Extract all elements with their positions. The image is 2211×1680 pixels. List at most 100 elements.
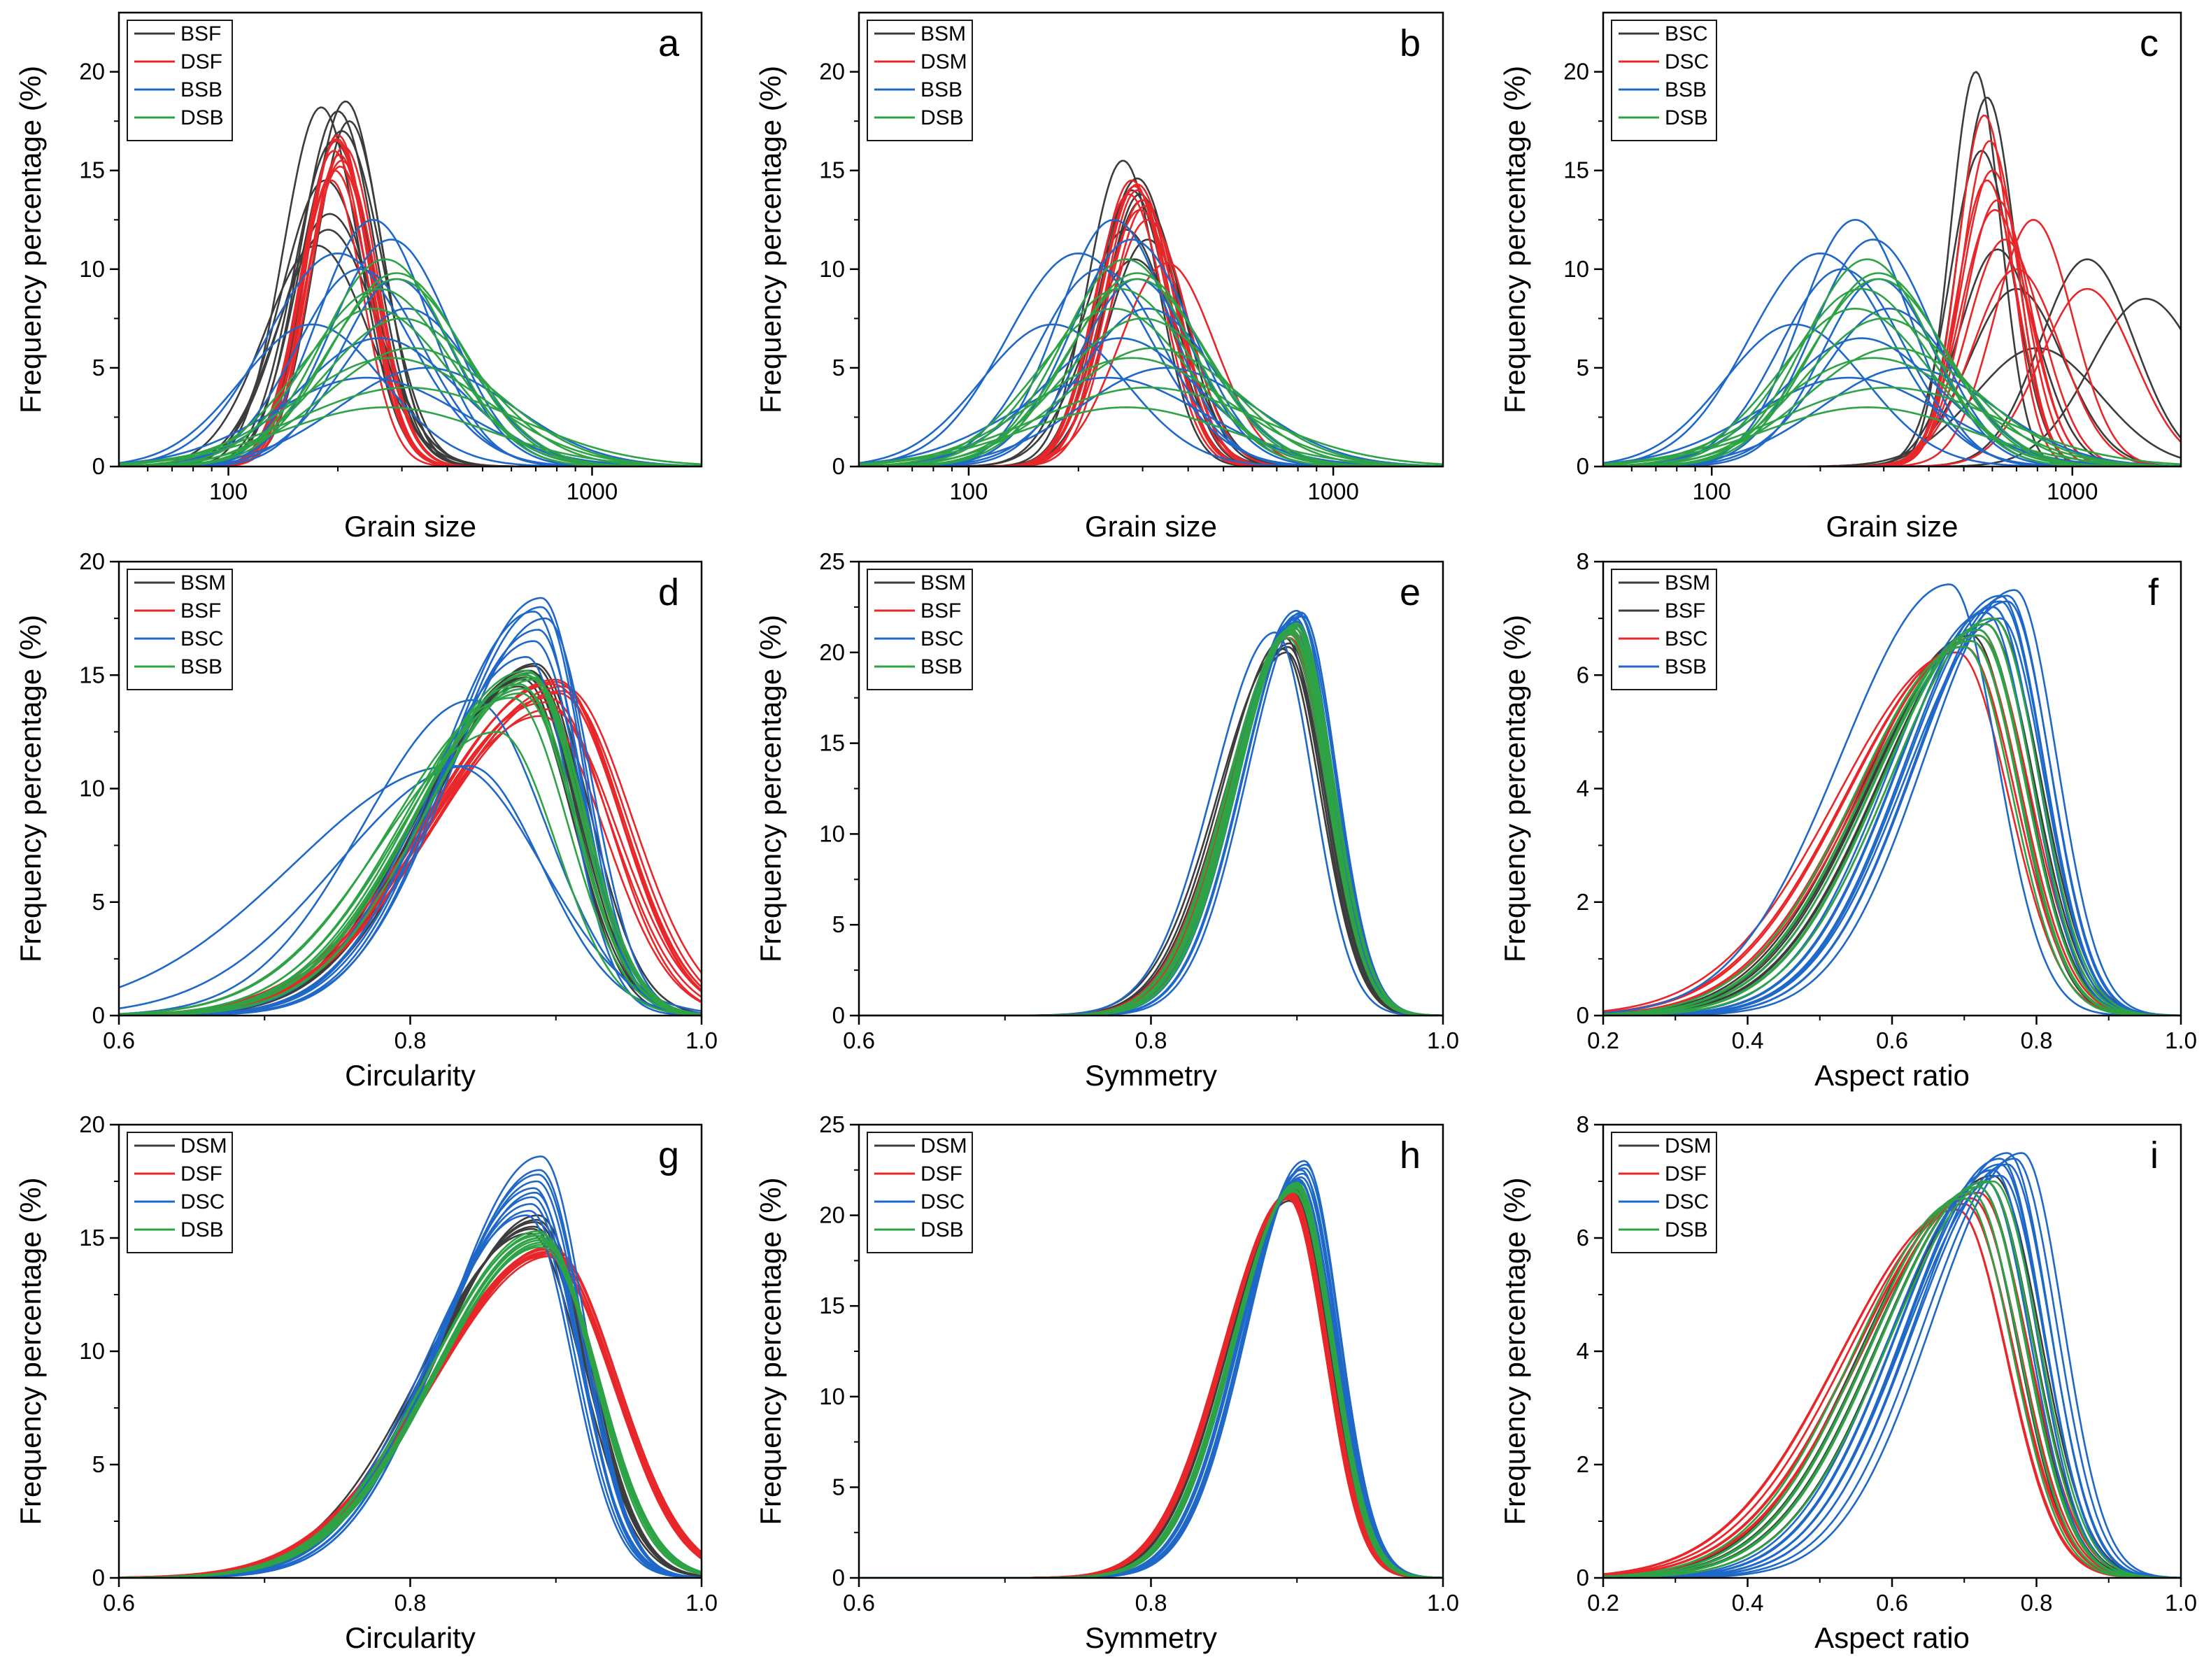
panel-d: 0 5 10 15 20 0.6 0.8 1.0 Circularity Frequency pe… bbox=[14, 548, 718, 1092]
panel-label-a: a bbox=[658, 22, 680, 64]
curve-a-bsb-4 bbox=[119, 323, 702, 467]
ytick-label-h-4: 20 bbox=[819, 1202, 845, 1228]
xlabel-c: Grain size bbox=[1826, 510, 1958, 543]
legend-label-h-dsc: DSC bbox=[920, 1190, 965, 1213]
ytick-label-h-3: 15 bbox=[819, 1293, 845, 1318]
curve-b-dsm-6 bbox=[859, 193, 1443, 467]
curves-a bbox=[119, 100, 702, 467]
legend-f: BSM BSF BSC BSB bbox=[1611, 569, 1717, 690]
legend-box-c bbox=[1611, 20, 1717, 141]
panel-label-d: d bbox=[658, 571, 679, 613]
ytick-label-h-0: 0 bbox=[832, 1565, 845, 1590]
curve-a-bsb-6 bbox=[119, 337, 702, 467]
legend-label-b-dsm: DSM bbox=[920, 50, 967, 73]
curve-h-dsf-3 bbox=[859, 1198, 1443, 1578]
curve-e-bsm-5 bbox=[859, 636, 1443, 1016]
xtick-label-i-2: 0.6 bbox=[1876, 1590, 1908, 1616]
legend-h: DSM DSF DSC DSB bbox=[867, 1132, 973, 1253]
curve-a-dsb-1 bbox=[119, 258, 702, 467]
legend-label-i-dsf: DSF bbox=[1665, 1162, 1707, 1186]
xtick-label-h-1: 0.8 bbox=[1135, 1590, 1167, 1616]
xtick-label-f-2: 0.6 bbox=[1876, 1027, 1908, 1053]
legend-box-b bbox=[867, 20, 973, 141]
legend-label-i-dsm: DSM bbox=[1665, 1134, 1712, 1158]
ytick-label-c-2: 10 bbox=[1563, 256, 1589, 282]
curve-a-dsb-6 bbox=[119, 357, 702, 467]
panel-f: 0 2 4 6 8 0.2 0.4 0.6 0.8 1.0 Aspect ratio Frequenc… bbox=[1498, 548, 2197, 1092]
curve-b-bsb-10 bbox=[859, 376, 1443, 467]
curve-c-bsb-1 bbox=[1603, 219, 2181, 467]
curve-a-dsb-9 bbox=[119, 278, 702, 467]
ytick-label-g-0: 0 bbox=[92, 1565, 105, 1590]
legend-i: DSM DSF DSC DSB bbox=[1611, 1132, 1717, 1253]
xtick-label-i-4: 1.0 bbox=[2165, 1590, 2197, 1616]
curve-i-dsb-7 bbox=[1603, 1180, 2181, 1578]
legend-label-d-bsb: BSB bbox=[180, 655, 222, 678]
panel-label-h: h bbox=[1400, 1134, 1421, 1176]
xtick-label-i-1: 0.4 bbox=[1732, 1590, 1764, 1616]
xtick-label-e-0: 0.6 bbox=[843, 1027, 875, 1053]
curve-h-dsf-9 bbox=[859, 1198, 1443, 1578]
panel-g: 0 5 10 15 20 0.6 0.8 1.0 Circularity Frequency pe… bbox=[14, 1111, 718, 1654]
curve-d-bsb-6 bbox=[119, 697, 702, 1016]
legend-label-c-dsb: DSB bbox=[1665, 106, 1708, 129]
xtick-label-i-0: 0.2 bbox=[1587, 1590, 1619, 1616]
curve-c-bsb-9 bbox=[1603, 278, 2181, 467]
curve-c-dsb-10 bbox=[1603, 386, 2181, 465]
legend-label-c-bsb: BSB bbox=[1665, 78, 1707, 101]
xtick-label-a-1: 1000 bbox=[567, 478, 618, 504]
curve-a-bsf-8 bbox=[119, 110, 702, 467]
plot-frame-c bbox=[1602, 11, 2182, 468]
curve-c-dsb-6 bbox=[1603, 357, 2181, 467]
legend-label-b-bsb: BSB bbox=[920, 78, 962, 101]
ytick-label-e-4: 20 bbox=[819, 639, 845, 665]
ytick-label-i-4: 8 bbox=[1577, 1111, 1589, 1137]
legend-label-h-dsm: DSM bbox=[920, 1134, 967, 1158]
legend-label-g-dsm: DSM bbox=[180, 1134, 227, 1158]
ylabel-c: Frequency percentage (%) bbox=[1498, 66, 1531, 413]
curve-h-dsm-3 bbox=[859, 1200, 1443, 1578]
curves-g bbox=[119, 1155, 702, 1578]
ylabel-a: Frequency percentage (%) bbox=[14, 66, 47, 413]
ytick-label-f-0: 0 bbox=[1577, 1002, 1589, 1028]
ytick-label-b-4: 20 bbox=[819, 59, 845, 85]
xtick-label-a-0: 100 bbox=[209, 478, 248, 504]
ytick-label-d-4: 20 bbox=[79, 548, 105, 574]
ytick-label-b-0: 0 bbox=[832, 453, 845, 479]
ytick-label-d-1: 5 bbox=[92, 889, 105, 915]
legend-label-g-dsf: DSF bbox=[180, 1162, 222, 1186]
curve-i-dsb-5 bbox=[1603, 1186, 2181, 1578]
curve-c-dsc-6 bbox=[1603, 287, 2181, 467]
legend-label-b-bsm: BSM bbox=[920, 22, 966, 45]
curves-f bbox=[1603, 583, 2181, 1016]
ytick-label-a-2: 10 bbox=[79, 256, 105, 282]
curve-h-dsb-10 bbox=[859, 1187, 1443, 1578]
curve-i-dsf-7 bbox=[1603, 1209, 2181, 1578]
panel-b: 0 5 10 15 20 100 1000 Grain size Frequency perce… bbox=[754, 11, 1444, 543]
ytick-label-i-2: 4 bbox=[1577, 1338, 1589, 1364]
curve-a-dsb-8 bbox=[119, 406, 702, 467]
curve-c-bsc-7 bbox=[1603, 347, 2181, 467]
ytick-label-g-2: 10 bbox=[79, 1338, 105, 1364]
ylabel-h: Frequency percentage (%) bbox=[754, 1177, 787, 1525]
curve-i-dsc-10 bbox=[1603, 1158, 2181, 1578]
curve-c-bsb-4 bbox=[1603, 323, 2181, 467]
curve-b-bsm-2 bbox=[859, 177, 1443, 467]
panel-h: 0 5 10 15 20 25 0.6 0.8 1.0 Symmetry Frequency per… bbox=[754, 1111, 1459, 1654]
curve-f-bsb-10 bbox=[1603, 595, 2181, 1016]
ylabel-f: Frequency percentage (%) bbox=[1498, 615, 1531, 962]
ylabel-i: Frequency percentage (%) bbox=[1498, 1177, 1531, 1525]
curve-h-dsf-1 bbox=[859, 1196, 1443, 1578]
panel-i: 0 2 4 6 8 0.2 0.4 0.6 0.8 1.0 Aspect ratio Frequenc… bbox=[1498, 1111, 2197, 1654]
curve-c-dsc-5 bbox=[1603, 219, 2181, 467]
panel-e: 0 5 10 15 20 25 0.6 0.8 1.0 Symmetry Frequency per… bbox=[754, 548, 1459, 1092]
curve-f-bsc-6 bbox=[1603, 640, 2181, 1016]
xlabel-g: Circularity bbox=[345, 1621, 476, 1654]
xtick-label-e-2: 1.0 bbox=[1427, 1027, 1459, 1053]
xlabel-a: Grain size bbox=[344, 510, 476, 543]
panel-label-f: f bbox=[2148, 571, 2159, 613]
curve-b-bsm-6 bbox=[859, 239, 1443, 467]
ytick-label-h-5: 25 bbox=[819, 1111, 845, 1137]
legend-label-a-dsb: DSB bbox=[180, 106, 224, 129]
curve-f-dsb-4 bbox=[1603, 617, 2181, 1016]
